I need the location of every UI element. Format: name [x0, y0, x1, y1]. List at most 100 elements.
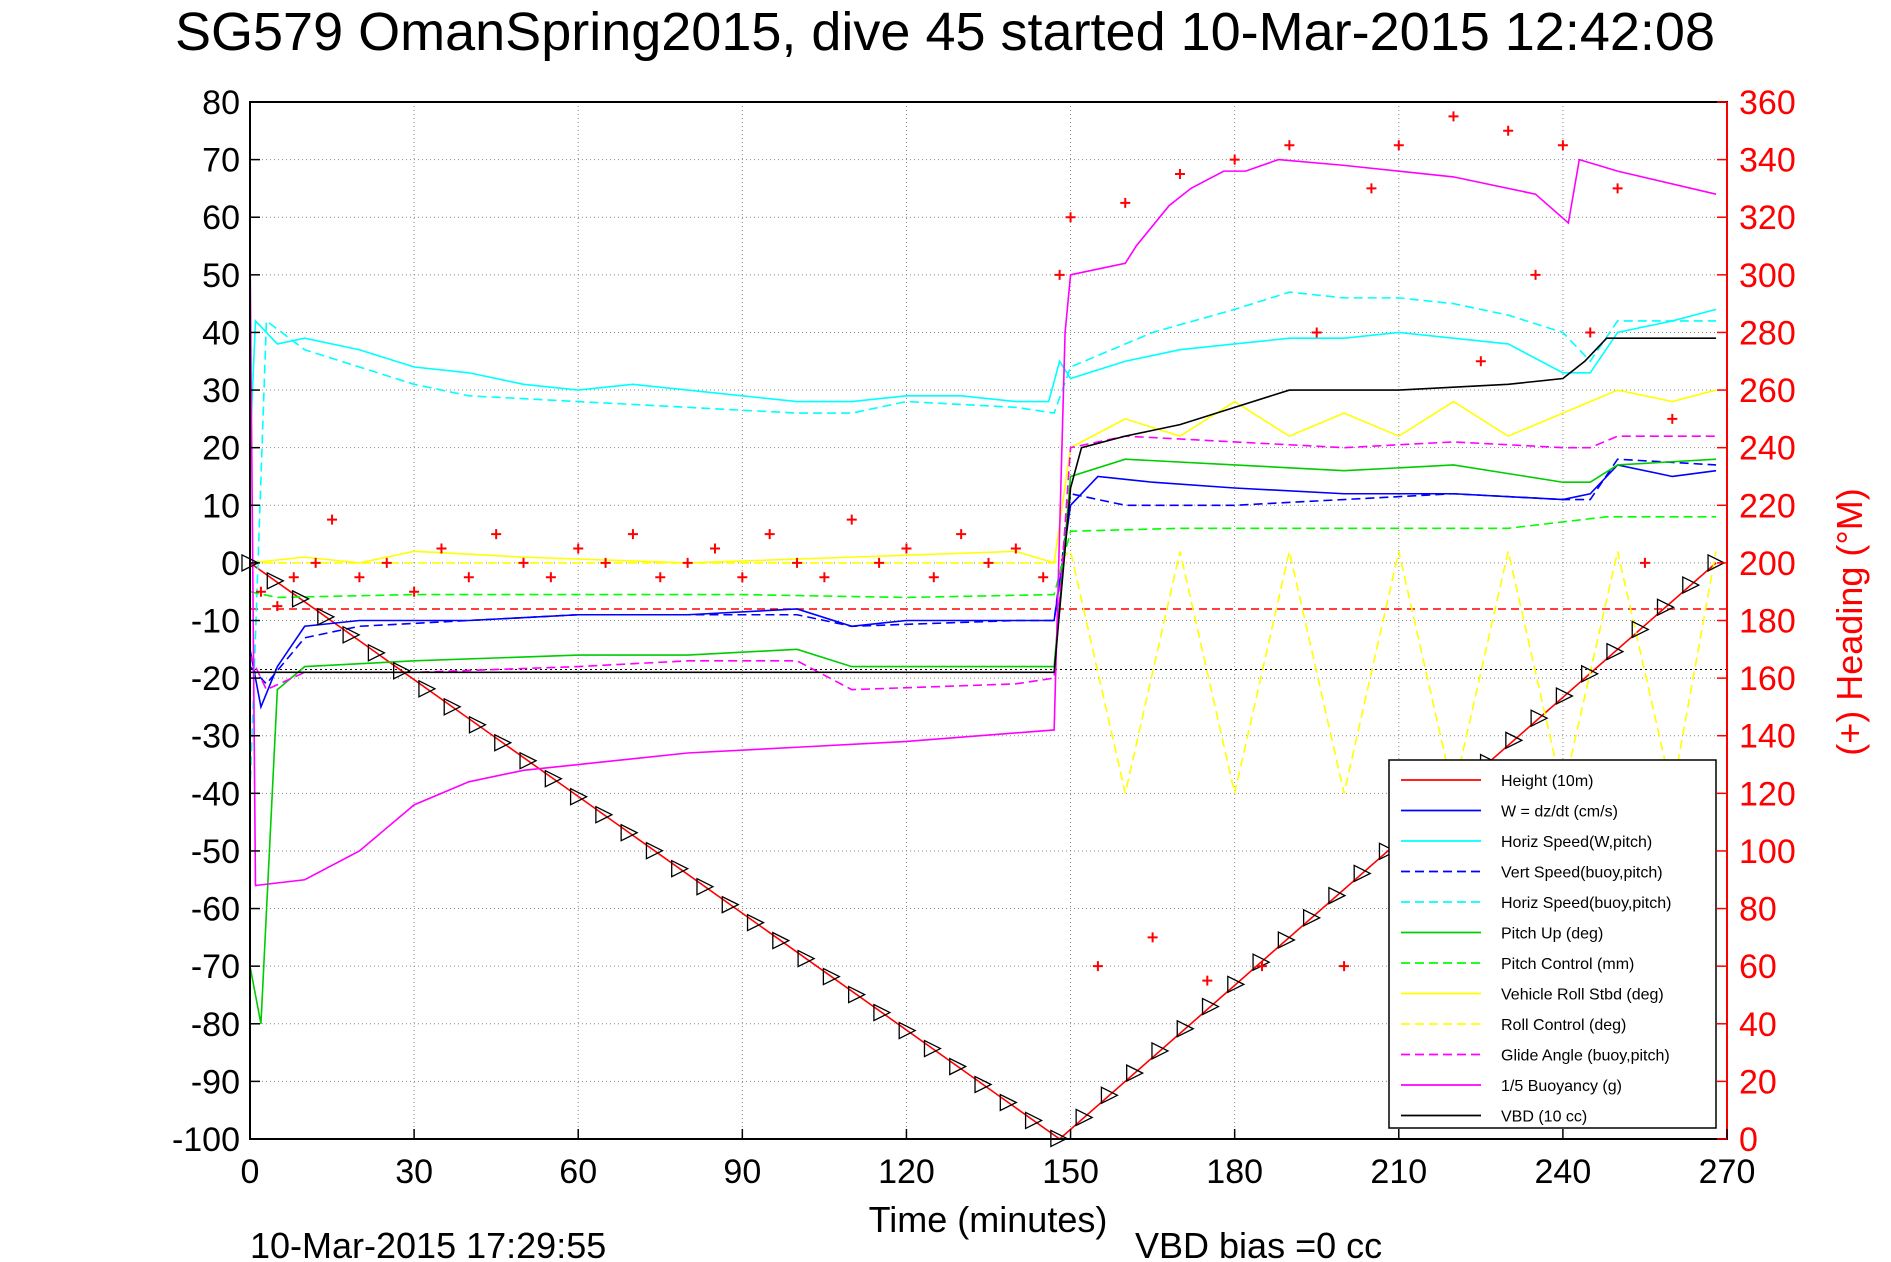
vbd-marker — [317, 607, 336, 626]
heading-point — [1530, 269, 1541, 280]
heading-point — [956, 529, 967, 540]
heading-point — [600, 557, 611, 568]
vbd-marker — [1227, 975, 1246, 994]
heading-point — [545, 572, 556, 583]
vbd-marker — [999, 1093, 1018, 1112]
legend-label: W = dz/dt (cm/s) — [1501, 804, 1618, 821]
vbd-marker — [291, 589, 311, 608]
heading-scatter — [255, 111, 1705, 1000]
heading-point — [1393, 140, 1404, 151]
vbd-marker — [494, 733, 513, 752]
y-right-tick-label: 280 — [1739, 314, 1796, 352]
vbd-marker — [1100, 1086, 1119, 1105]
y-tick-label: 80 — [202, 84, 240, 122]
heading-point — [272, 601, 283, 612]
heading-point — [1475, 356, 1486, 367]
vbd-marker — [873, 1003, 892, 1022]
vbd-marker — [1151, 1041, 1170, 1060]
vbd-marker — [468, 715, 487, 734]
vbd-marker — [772, 931, 791, 950]
x-tick-label: 120 — [878, 1153, 935, 1191]
vbd-marker — [1075, 1108, 1094, 1127]
heading-point — [310, 557, 321, 568]
vbd-marker — [898, 1021, 917, 1040]
vbd-marker — [1328, 886, 1347, 905]
vbd-marker — [974, 1075, 993, 1094]
vbd-marker — [1555, 686, 1574, 706]
heading-point — [381, 557, 392, 568]
vbd-marker — [1631, 620, 1650, 639]
vbd-marker — [1024, 1111, 1044, 1130]
vbd-marker — [367, 643, 386, 662]
y-tick-label: -10 — [191, 603, 240, 641]
heading-point — [327, 514, 338, 525]
legend-label: 1/5 Buoyancy (g) — [1501, 1078, 1622, 1095]
y-right-tick-label: 260 — [1739, 372, 1796, 410]
vbd-marker — [645, 841, 664, 860]
heading-point — [1612, 183, 1623, 194]
y-axis-ticks: 80 70 60 50 40 30 20 10 0 -10 -20 -30 -40 -50 -60 -70 -8… — [172, 84, 260, 1159]
footer-vbd-bias: VBD bias =0 cc — [1135, 1225, 1382, 1262]
series-line-vert-speed-buoy-pitch — [249, 458, 1717, 686]
y-right-tick-label: 40 — [1739, 1006, 1777, 1044]
vbd-marker — [822, 967, 841, 986]
vbd-marker — [342, 625, 361, 644]
heading-point — [1366, 183, 1377, 194]
heading-point — [1557, 140, 1568, 151]
heading-point — [409, 586, 420, 597]
vbd-marker — [1378, 842, 1397, 861]
y-right-tick-label: 20 — [1739, 1063, 1777, 1101]
y-tick-label: -90 — [191, 1063, 240, 1101]
heading-point — [819, 572, 830, 583]
heading-point — [1585, 327, 1596, 338]
heading-point — [928, 572, 939, 583]
heading-point — [491, 529, 502, 540]
heading-point — [627, 529, 638, 540]
heading-point — [1339, 961, 1350, 972]
heading-point — [1257, 961, 1268, 972]
heading-point — [682, 557, 693, 568]
y-right-tick-label: 100 — [1739, 833, 1796, 871]
y-tick-label: 0 — [221, 545, 240, 583]
heading-point — [1284, 140, 1295, 151]
heading-point — [1065, 212, 1076, 223]
legend-label: Height (10m) — [1501, 773, 1593, 790]
heading-point — [709, 543, 720, 554]
vbd-marker — [393, 661, 412, 680]
y-right-tick-label: 0 — [1739, 1121, 1758, 1159]
vbd-marker — [595, 805, 614, 824]
x-tick-label: 0 — [241, 1153, 260, 1191]
vbd-marker — [443, 697, 462, 716]
legend-label: Pitch Control (mm) — [1501, 956, 1634, 973]
series-line-pitch-control-mm — [249, 515, 1717, 599]
vbd-marker — [1606, 642, 1625, 661]
heading-point — [436, 543, 447, 554]
y-tick-label: 40 — [202, 314, 240, 352]
legend-items: Height (10m) W = dz/dt (cm/s) Horiz Speed(… — [1401, 773, 1671, 1126]
heading-point — [1667, 413, 1678, 424]
y-right-tick-label: 200 — [1739, 545, 1796, 583]
series-line-vbd-10-cc — [250, 337, 1717, 674]
y-right-tick-label: 340 — [1739, 142, 1796, 180]
vbd-marker — [1176, 1019, 1195, 1038]
series-line-vehicle-roll-stbd-deg — [249, 389, 1717, 564]
x-tick-label: 90 — [723, 1153, 761, 1191]
heading-point — [1311, 327, 1322, 338]
vbd-marker — [266, 571, 285, 590]
heading-point — [1639, 557, 1650, 568]
vbd-marker — [569, 787, 589, 806]
legend-label: Glide Angle (buoy,pitch) — [1501, 1048, 1670, 1065]
vbd-marker — [1126, 1064, 1145, 1083]
heading-point — [846, 514, 857, 525]
heading-point — [1503, 125, 1514, 136]
vbd-marker — [1201, 997, 1220, 1016]
heading-point — [1092, 961, 1103, 972]
y-right-tick-label: 140 — [1739, 718, 1796, 756]
y-tick-label: -40 — [191, 775, 240, 813]
y-tick-label: -60 — [191, 891, 240, 929]
y-right-tick-label: 180 — [1739, 603, 1796, 641]
heading-point — [255, 586, 266, 597]
legend-label: VBD (10 cc) — [1501, 1109, 1587, 1126]
vbd-marker — [1656, 598, 1675, 617]
legend-label: Roll Control (deg) — [1501, 1017, 1626, 1034]
